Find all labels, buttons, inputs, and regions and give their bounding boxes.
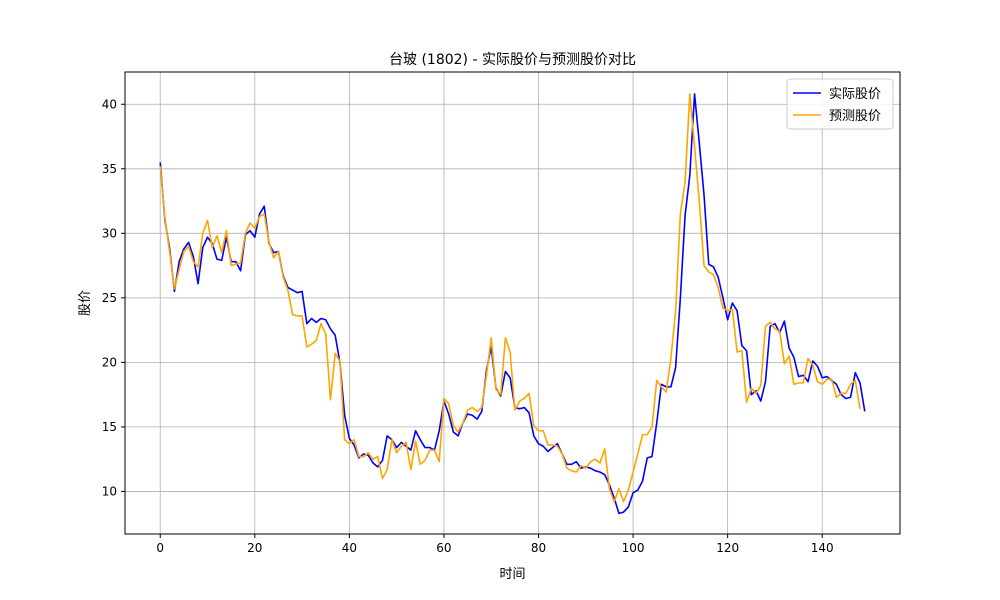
x-tick-label: 100: [622, 541, 645, 555]
x-tick-label: 20: [247, 541, 262, 555]
y-tick-label: 40: [102, 97, 117, 111]
y-tick-label: 15: [102, 420, 117, 434]
x-tick-label: 140: [811, 541, 834, 555]
series-lines: [159, 93, 866, 515]
x-tick-label: 80: [531, 541, 546, 555]
x-tick-label: 0: [156, 541, 164, 555]
plot-frame: [124, 71, 901, 535]
legend-label: 预测股价: [829, 109, 881, 124]
legend-label: 实际股价: [829, 87, 881, 102]
x-tick-label: 40: [342, 541, 357, 555]
grid: [125, 72, 900, 534]
x-axis-title: 时间: [499, 567, 525, 582]
y-tick-label: 10: [102, 484, 117, 498]
y-tick-label: 20: [102, 355, 117, 369]
y-tick-label: 30: [102, 226, 117, 240]
series-line-predicted: [159, 93, 861, 503]
ticks: 0 20 40 60 80 100 120 140 10 15 20 25 30 35 40: [102, 97, 834, 555]
x-tick-label: 60: [436, 541, 451, 555]
y-tick-label: 25: [102, 291, 117, 305]
legend-box: [786, 78, 894, 130]
y-axis-title: 股价: [78, 290, 93, 316]
x-tick-label: 120: [716, 541, 739, 555]
y-tick-label: 35: [102, 162, 117, 176]
chart-title: 台玻 (1802) - 实际股价与预测股价对比: [389, 52, 636, 68]
